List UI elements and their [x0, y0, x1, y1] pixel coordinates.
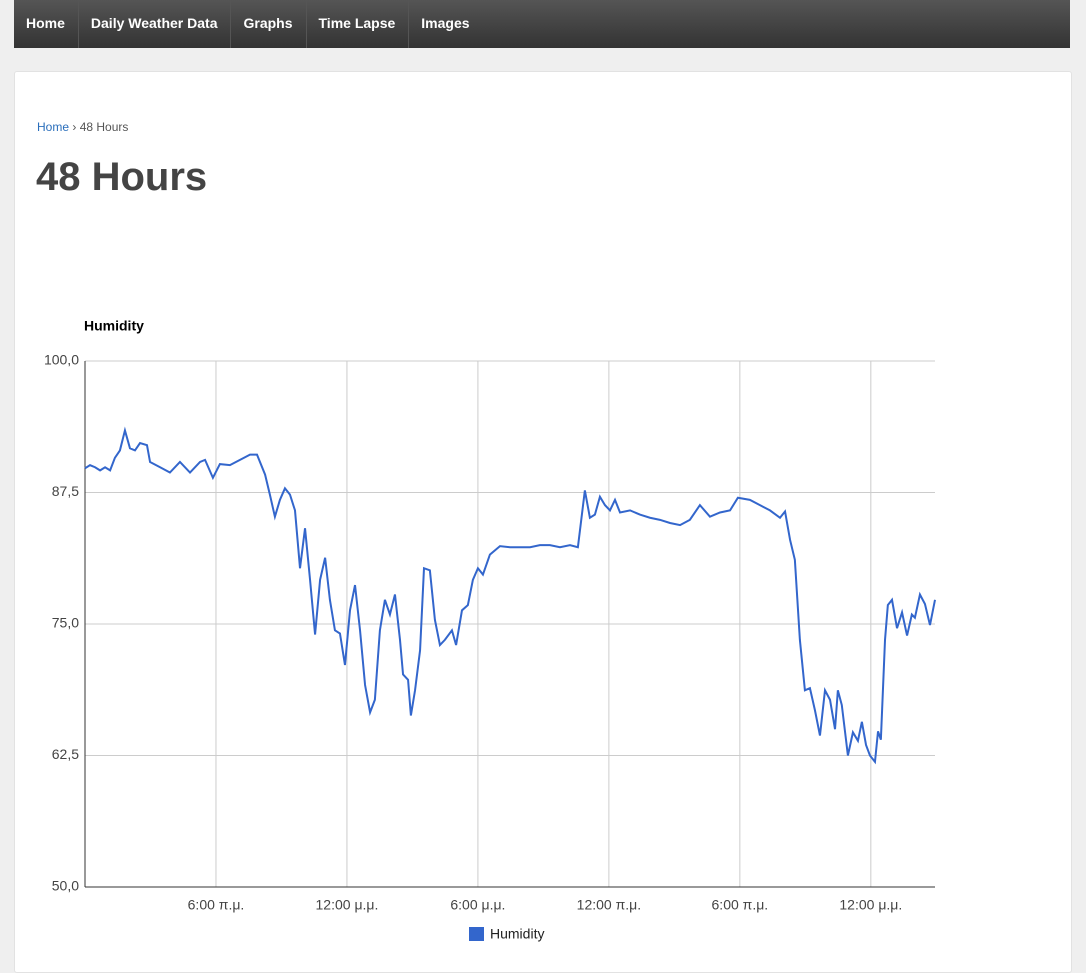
nav-link[interactable]: Daily Weather Data — [79, 0, 232, 48]
x-tick-label: 12:00 π.μ. — [577, 897, 641, 913]
breadcrumb: Home › 48 Hours — [37, 120, 128, 134]
legend-swatch — [469, 927, 484, 941]
chart-title: Humidity — [84, 318, 144, 334]
y-tick-label: 100,0 — [44, 352, 79, 368]
y-tick-label: 50,0 — [52, 878, 79, 894]
nav-link[interactable]: Time Lapse — [307, 0, 410, 48]
y-tick-label: 75,0 — [52, 615, 79, 631]
nav-bar: Home Daily Weather Data Graphs Time Laps… — [14, 0, 1070, 48]
x-tick-label: 6:00 π.μ. — [712, 897, 769, 913]
nav-link[interactable]: Graphs — [231, 0, 307, 48]
breadcrumb-separator: › — [72, 120, 77, 134]
x-tick-label: 6:00 μ.μ. — [450, 897, 505, 913]
legend-label: Humidity — [490, 926, 544, 942]
x-tick-label: 12:00 μ.μ. — [839, 897, 902, 913]
breadcrumb-link[interactable]: Home — [37, 120, 70, 134]
nav-link[interactable]: Home — [14, 0, 79, 48]
y-tick-label: 87,5 — [52, 483, 79, 499]
x-tick-label: 12:00 μ.μ. — [316, 897, 379, 913]
chart: Humidity 50,0 62,5 75,0 87,5 100,0 6:00 π.μ. 1… — [44, 318, 936, 942]
nav-link[interactable]: Images — [421, 15, 470, 31]
page-heading: 48 Hours — [36, 155, 208, 199]
x-tick-label: 6:00 π.μ. — [188, 897, 245, 913]
content-card — [14, 71, 1072, 973]
breadcrumb-current: 48 Hours — [79, 120, 129, 134]
y-tick-label: 62,5 — [52, 746, 79, 762]
data-line — [84, 426, 936, 765]
page: Home Daily Weather Data Graphs Time Laps… — [14, 0, 1072, 973]
